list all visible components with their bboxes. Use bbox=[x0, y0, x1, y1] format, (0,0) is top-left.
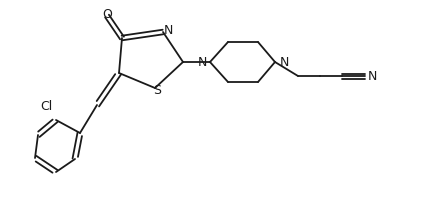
Text: N: N bbox=[163, 24, 173, 38]
Text: N: N bbox=[197, 57, 207, 70]
Text: S: S bbox=[153, 84, 161, 98]
Text: Cl: Cl bbox=[40, 101, 52, 113]
Text: N: N bbox=[279, 57, 288, 70]
Text: N: N bbox=[367, 70, 377, 82]
Text: O: O bbox=[102, 9, 112, 21]
